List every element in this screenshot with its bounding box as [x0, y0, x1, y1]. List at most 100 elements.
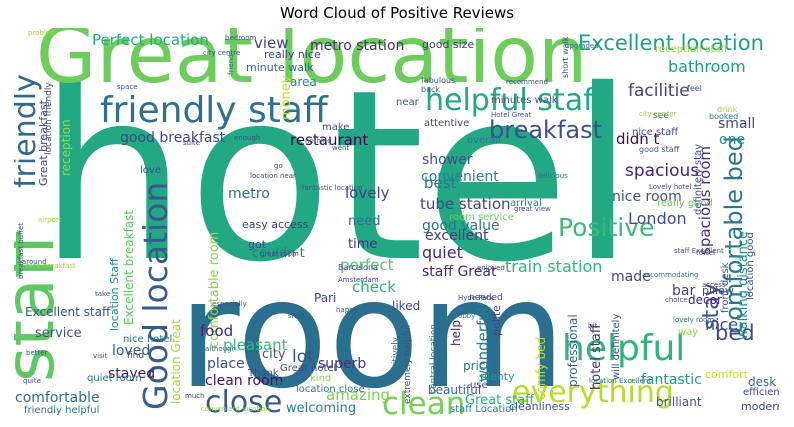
word-lovely-hotel: Lovely hotel — [649, 183, 692, 191]
word-good-value: good value — [422, 218, 500, 234]
word-plenty: plenty — [480, 370, 515, 383]
word-perfect: perfect — [340, 256, 394, 274]
word-lovely: lovely — [345, 184, 390, 202]
word-fantastic-location: fantastic location — [302, 184, 362, 192]
word-great-hotel: Great hotel — [280, 363, 336, 374]
word-london: London — [628, 209, 687, 228]
word-needed: needed — [469, 293, 503, 303]
word-fabulous: fabulous — [421, 76, 455, 85]
word-nothing: nothing — [305, 137, 332, 145]
word-lovely-room: lovely room — [673, 316, 714, 324]
word-excellent: excellent — [425, 228, 489, 244]
word-city-center: city center — [639, 110, 677, 118]
word-comfortable-room: comfortable room — [207, 232, 222, 348]
word-take: take — [95, 290, 110, 298]
word-perfect-location: Perfect location — [92, 31, 209, 49]
word-barcelona: Barcelona — [338, 263, 378, 272]
word-beautiful: beautiful — [428, 383, 481, 397]
word-bar: bar — [672, 283, 695, 299]
word-spacious: spacious — [625, 161, 699, 181]
word-short-walk: short walk — [561, 36, 570, 78]
word-amsterdam: Amsterdam — [338, 276, 379, 284]
word-walking-distance: walking distance — [736, 231, 751, 340]
word-place: place — [207, 356, 245, 372]
word-professional: professional — [566, 314, 580, 387]
word-bit: bit — [588, 322, 597, 330]
word-efficient: efficient — [743, 387, 779, 398]
word-visit: visit — [93, 352, 108, 360]
word-staff: staff — [14, 229, 70, 382]
word-go: go — [274, 162, 283, 170]
word-friendly: friendly — [14, 74, 43, 188]
word-excellent-staff: Excellent staff — [25, 305, 111, 319]
word-bedroom: bedroom — [225, 34, 256, 42]
word-way: way — [678, 327, 698, 338]
word-easy-access: easy access — [242, 218, 309, 231]
word-positively: positively — [391, 336, 401, 380]
word-happy: happy — [336, 306, 358, 314]
word-upgraded: upgraded — [565, 42, 599, 50]
word-comfortable-bed: comfortable bed — [720, 136, 748, 334]
word-clean: clean — [382, 386, 465, 419]
word-stayed: stayed — [108, 366, 155, 382]
word-nice: nice — [705, 315, 738, 334]
word-attentive: attentive — [424, 118, 469, 129]
word-hyde-park: Hyde Park — [458, 294, 494, 302]
word-lobby: lobby — [456, 312, 475, 320]
word-good-location: Good location — [136, 182, 175, 410]
word-brilliant: brilliant — [656, 395, 702, 409]
word-better: better — [26, 349, 48, 357]
word-location-good: location good — [745, 232, 756, 300]
word-location-staff: location Staff — [108, 258, 121, 331]
word-price: price — [463, 359, 493, 373]
word-front-desk: front desk — [720, 262, 731, 313]
word-friendly-staff: friendly staff — [100, 90, 329, 131]
word-suite: suite — [183, 139, 200, 147]
word-check: check — [352, 278, 396, 296]
word-comfort: comfort — [705, 368, 749, 381]
word-need: need — [348, 214, 381, 229]
word-great-room: great room — [260, 250, 299, 258]
word-tube-station: tube station — [420, 195, 511, 213]
word-accommodating: accommodating — [642, 271, 699, 279]
word-staff-excellent: staff Excellent — [674, 247, 724, 255]
word-great-staff: Great staff — [465, 393, 535, 408]
word-view: view — [254, 34, 289, 52]
word-definitely-stay: definitely stay — [693, 144, 704, 215]
word-hotel-staff: hotel staff — [589, 323, 604, 390]
word-superb: superb — [318, 356, 366, 372]
word-reception-staff: reception staff — [655, 44, 729, 55]
word-one: one — [719, 132, 745, 148]
word-city: city — [262, 347, 286, 362]
word-reception: reception — [59, 119, 73, 176]
word-breakfast: breakfast — [489, 116, 602, 144]
word-bathroom: bathroom — [668, 57, 746, 76]
word-metro: metro — [228, 186, 270, 202]
word-see: see — [653, 111, 669, 121]
word-loved: loved — [112, 343, 150, 359]
word-pari: Pari — [314, 291, 336, 305]
word-feel: feel — [687, 84, 702, 93]
word-decor: decor — [688, 293, 722, 307]
word-much: much — [185, 392, 205, 400]
word-thank: Thank — [247, 368, 279, 379]
word-shop: shop — [288, 312, 305, 320]
word-location-near: location near — [250, 172, 296, 180]
word-hotel: hotel — [38, 39, 635, 314]
word-will-definitely: will definitely — [611, 314, 622, 380]
word-problem: problem — [28, 29, 57, 37]
word-delicious: delicious — [537, 172, 568, 180]
word-minutes-walk: minutes walk — [491, 95, 558, 106]
word-went: went — [332, 144, 349, 152]
word-liked: liked — [392, 299, 420, 313]
word-nice-staff: nice staff — [632, 127, 679, 138]
word-help: help — [449, 320, 463, 346]
word-location-close: location close — [296, 384, 365, 395]
word-excellent-breakfast: Excellent breakfast — [122, 210, 136, 325]
word-love: love — [140, 165, 161, 176]
word-facilitie: facilitie — [628, 81, 690, 101]
word-time: time — [348, 237, 377, 252]
word-nice-room: nice room — [612, 189, 682, 205]
word-even: even — [274, 379, 299, 390]
word-room-service: room service — [449, 212, 514, 223]
